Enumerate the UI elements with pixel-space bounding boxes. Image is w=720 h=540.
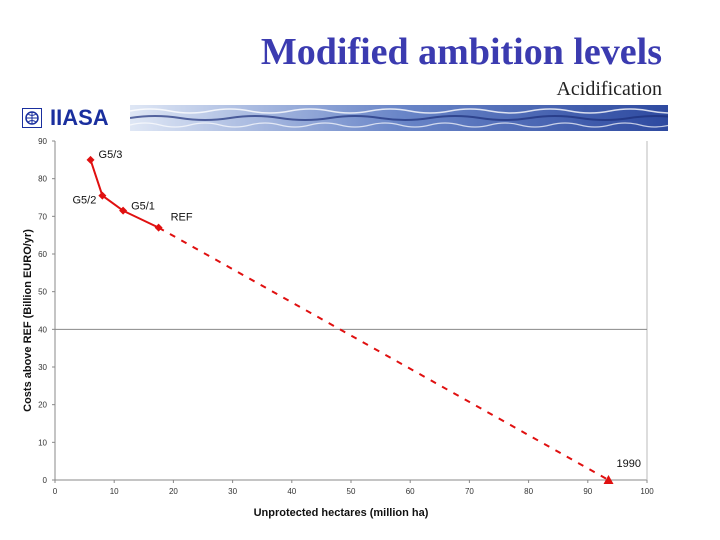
series-line-dashed xyxy=(159,228,609,480)
data-point-marker xyxy=(155,224,163,232)
x-tick-label: 90 xyxy=(583,487,592,496)
data-point-label: G5/2 xyxy=(73,195,97,207)
y-tick-label: 90 xyxy=(38,137,47,146)
x-tick-label: 30 xyxy=(228,487,237,496)
x-tick-label: 20 xyxy=(169,487,178,496)
y-tick-label: 50 xyxy=(38,288,47,297)
chart-axes: 0 10 20 30 40 50 60 70 80 90 0 10 20 30 40 50 60 70 80 90 10… xyxy=(38,137,654,496)
x-tick-label: 100 xyxy=(640,487,654,496)
data-point-label: 1990 xyxy=(617,458,641,470)
x-tick-label: 50 xyxy=(347,487,356,496)
y-tick-label: 80 xyxy=(38,175,47,184)
data-point-label: G5/1 xyxy=(131,201,155,213)
y-tick-label: 30 xyxy=(38,363,47,372)
chart-series: G5/3 G5/2 G5/1 REF 1990 xyxy=(73,149,642,484)
y-tick-label: 40 xyxy=(38,325,47,334)
y-tick-label: 20 xyxy=(38,401,47,410)
data-point-marker xyxy=(87,156,95,164)
x-tick-label: 0 xyxy=(53,487,58,496)
x-tick-label: 70 xyxy=(465,487,474,496)
data-point-label: REF xyxy=(171,212,193,224)
x-tick-label: 10 xyxy=(110,487,119,496)
x-tick-label: 40 xyxy=(287,487,296,496)
y-tick-label: 10 xyxy=(38,438,47,447)
x-tick-label: 80 xyxy=(524,487,533,496)
data-point-label: G5/3 xyxy=(99,149,123,161)
y-axis-label: Costs above REF (Billion EURO/yr) xyxy=(22,229,34,412)
y-tick-label: 60 xyxy=(38,250,47,259)
y-tick-label: 70 xyxy=(38,212,47,221)
x-axis-label: Unprotected hectares (million ha) xyxy=(254,507,429,519)
y-tick-label: 0 xyxy=(43,476,48,485)
chart: 0 10 20 30 40 50 60 70 80 90 0 10 20 30 40 50 60 70 80 90 10… xyxy=(0,0,720,540)
x-tick-label: 60 xyxy=(406,487,415,496)
